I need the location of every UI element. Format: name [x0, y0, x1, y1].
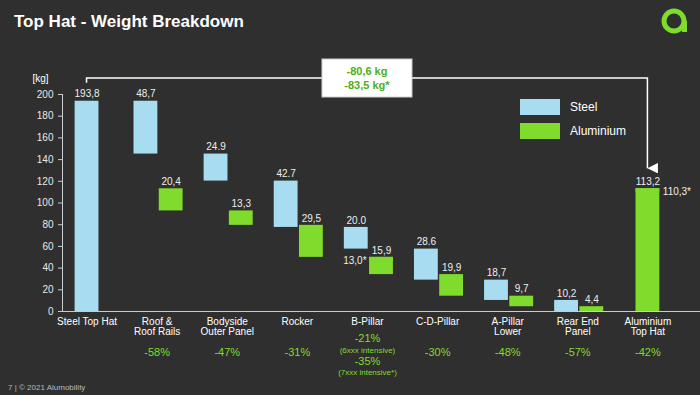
- svg-text:13,0*: 13,0*: [343, 255, 366, 266]
- svg-text:20: 20: [42, 284, 54, 295]
- svg-text:18,7: 18,7: [487, 267, 507, 278]
- svg-text:(7xxx intensive*): (7xxx intensive*): [338, 368, 397, 377]
- svg-text:9,7: 9,7: [515, 283, 529, 294]
- svg-text:(6xxx intensive): (6xxx intensive): [340, 346, 396, 355]
- svg-text:140: 140: [37, 154, 54, 165]
- svg-text:-35%: -35%: [355, 355, 381, 367]
- svg-text:28.6: 28.6: [417, 236, 437, 247]
- html-text:Top Hat - Weight Breakdown: Top Hat - Weight Breakdown: [14, 12, 244, 31]
- svg-text:-31%: -31%: [285, 346, 311, 358]
- svg-text:80: 80: [42, 219, 54, 230]
- svg-text:BodysideOuter Panel: BodysideOuter Panel: [201, 316, 254, 337]
- svg-text:[kg]: [kg]: [33, 73, 49, 84]
- svg-text:193,8: 193,8: [75, 88, 100, 99]
- svg-text:200: 200: [37, 89, 54, 100]
- svg-text:24.9: 24.9: [206, 141, 226, 152]
- svg-text:-57%: -57%: [565, 346, 591, 358]
- svg-text:0: 0: [48, 306, 54, 317]
- svg-text:180: 180: [37, 110, 54, 121]
- html-text:Steel: Steel: [570, 100, 598, 114]
- svg-text:13,3: 13,3: [232, 198, 252, 209]
- svg-text:60: 60: [42, 241, 54, 252]
- svg-text:A-PillarLower: A-PillarLower: [492, 316, 525, 337]
- svg-text:-58%: -58%: [144, 346, 170, 358]
- svg-text:Steel Top Hat: Steel Top Hat: [57, 316, 117, 327]
- html-text:Aluminium: Aluminium: [570, 124, 626, 138]
- svg-text:Rear EndPanel: Rear EndPanel: [557, 316, 599, 337]
- svg-text:40: 40: [42, 262, 54, 273]
- svg-text:19,9: 19,9: [442, 262, 462, 273]
- svg-text:-47%: -47%: [214, 346, 240, 358]
- svg-text:-80,6 kg: -80,6 kg: [346, 65, 387, 77]
- svg-text:B-Pillar: B-Pillar: [351, 316, 384, 327]
- svg-text:29,5: 29,5: [302, 213, 322, 224]
- svg-text:C-D-Pillar: C-D-Pillar: [416, 316, 460, 327]
- svg-text:Rocker: Rocker: [282, 316, 314, 327]
- svg-text:10,2: 10,2: [557, 288, 577, 299]
- svg-text:20.0: 20.0: [347, 215, 367, 226]
- svg-text:-21%: -21%: [355, 332, 381, 344]
- svg-text:160: 160: [37, 132, 54, 143]
- svg-text:-83,5 kg*: -83,5 kg*: [344, 79, 390, 91]
- svg-text:-48%: -48%: [495, 346, 521, 358]
- svg-text:42.7: 42.7: [276, 168, 296, 179]
- svg-text:AluminiumTop Hat: AluminiumTop Hat: [625, 316, 672, 337]
- svg-text:110,3*: 110,3*: [663, 186, 691, 197]
- svg-text:120: 120: [37, 176, 54, 187]
- svg-text:15,9: 15,9: [372, 245, 392, 256]
- svg-text:4,4: 4,4: [585, 294, 599, 305]
- svg-text:48,7: 48,7: [136, 88, 156, 99]
- svg-text:100: 100: [37, 197, 54, 208]
- svg-text:-42%: -42%: [635, 346, 661, 358]
- svg-text:Roof &Roof Rails: Roof &Roof Rails: [134, 316, 180, 337]
- svg-text:20,4: 20,4: [161, 176, 181, 187]
- html-text:7 | © 2021 Alumobility: 7 | © 2021 Alumobility: [8, 383, 86, 392]
- svg-text:-30%: -30%: [425, 346, 451, 358]
- svg-text:113,2: 113,2: [636, 176, 661, 187]
